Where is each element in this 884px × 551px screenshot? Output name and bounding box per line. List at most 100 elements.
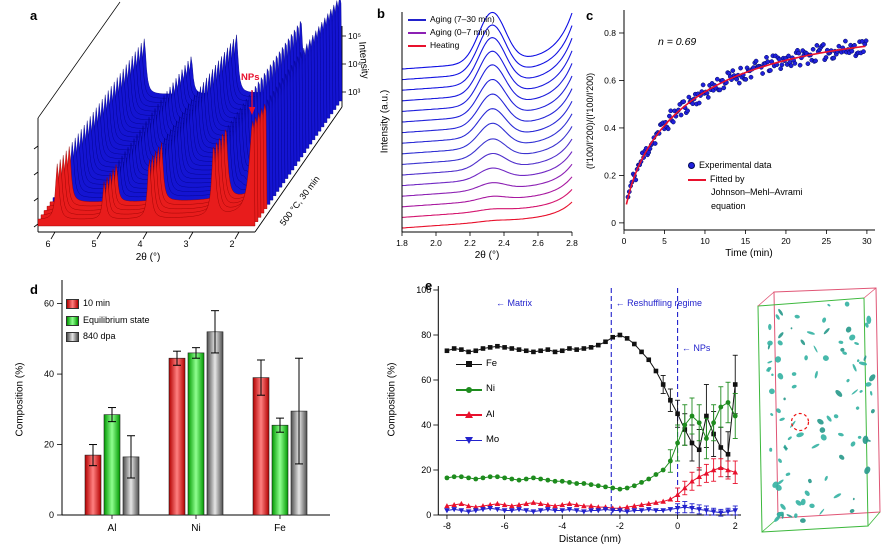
panel-b-legend: Aging (7–30 min) Aging (0–7 min) Heating: [408, 14, 495, 53]
svg-text:← Reshuffling regime: ← Reshuffling regime: [616, 298, 702, 308]
al-marker: [456, 410, 482, 419]
svg-text:0.2: 0.2: [604, 170, 616, 180]
svg-text:20: 20: [44, 440, 54, 450]
svg-text:0.6: 0.6: [604, 75, 616, 85]
legend-item: 840 dpa: [66, 331, 150, 343]
mo-marker: [456, 436, 482, 445]
nps-annotation: NPs: [241, 72, 260, 83]
panel-d-y-axis-label: Composition (%): [14, 362, 26, 437]
panel-b-label: b: [377, 6, 385, 21]
legend-label: 840 dpa: [83, 331, 116, 342]
svg-text:2: 2: [229, 239, 234, 249]
legend-item: Mo: [456, 434, 499, 446]
ni-marker: [456, 385, 482, 394]
legend-label: Ni: [486, 383, 495, 395]
legend-item: Aging (7–30 min): [408, 14, 495, 25]
svg-text:2: 2: [733, 521, 738, 531]
svg-text:0: 0: [426, 510, 431, 520]
legend-label: equation: [711, 201, 746, 212]
ten-min-swatch: [66, 298, 79, 309]
legend-item: Aging (0–7 min): [408, 27, 495, 38]
svg-text:20: 20: [781, 236, 791, 246]
series-fe: [444, 332, 738, 478]
svg-text:0.4: 0.4: [604, 123, 616, 133]
panel-d-label: d: [30, 282, 38, 297]
panel-c-x-axis-label: Time (min): [725, 248, 773, 259]
panel-e-label: e: [425, 278, 433, 293]
panel-a: 10³ 10⁴ 10⁵ 6 5 4 3 2 a 2θ (°) 500 °C, 30 min I…: [0, 0, 370, 270]
svg-text:1.8: 1.8: [396, 238, 408, 248]
svg-text:60: 60: [44, 299, 54, 309]
avrami-exponent-annotation: n = 0.69: [658, 36, 697, 48]
svg-text:2.8: 2.8: [566, 238, 578, 248]
svg-text:2.4: 2.4: [498, 238, 510, 248]
highlighted-np-circle: [790, 412, 810, 432]
svg-text:25: 25: [822, 236, 832, 246]
svg-text:3: 3: [183, 239, 188, 249]
svg-text:← Matrix: ← Matrix: [496, 298, 533, 308]
fe-marker: [456, 360, 482, 369]
legend-label: Aging (0–7 min): [430, 27, 491, 38]
legend-item: Heating: [408, 40, 495, 51]
experimental-point-marker: [688, 162, 695, 170]
svg-text:40: 40: [421, 420, 431, 430]
panel-a-label: a: [30, 8, 38, 23]
legend-item: Fe: [456, 358, 499, 370]
panel-e-y-axis-label: Composition (%): [386, 362, 398, 437]
svg-text:6: 6: [45, 239, 50, 249]
fit-line-swatch: [688, 178, 706, 181]
legend-item: Experimental data: [688, 160, 802, 172]
svg-text:10³: 10³: [348, 87, 360, 97]
panel-e-reconstruction: [748, 282, 884, 540]
panel-c-legend: Experimental data Fitted by Johnson–Mehl…: [688, 160, 802, 215]
svg-text:0: 0: [622, 236, 627, 246]
svg-text:10⁴: 10⁴: [348, 59, 361, 69]
svg-text:-2: -2: [616, 521, 624, 531]
bar: [168, 357, 186, 516]
bar: [187, 352, 205, 516]
legend-item: Ni: [456, 383, 499, 395]
legend-label: Al: [486, 408, 495, 420]
legend-label: Fitted by: [710, 173, 745, 184]
spectra-curves: [402, 11, 573, 229]
legend-item: Equilibrium state: [66, 315, 150, 327]
legend-label: Fe: [486, 358, 498, 369]
svg-text:0: 0: [611, 218, 616, 228]
legend-item: Johnson–Mehl–Avrami: [688, 187, 802, 199]
series-al: [444, 458, 739, 511]
aging-early-line-swatch: [408, 31, 426, 34]
aging-late-line-swatch: [408, 18, 426, 21]
svg-text:30: 30: [862, 236, 872, 246]
legend-label: Experimental data: [699, 160, 772, 170]
svg-text:Fe: Fe: [274, 523, 286, 534]
legend-label: Mo: [486, 434, 500, 446]
panel-a-x-axis-label: 2θ (°): [135, 252, 161, 263]
svg-text:60: 60: [421, 375, 431, 385]
bar: [103, 414, 121, 516]
legend-label: Johnson–Mehl–Avrami: [711, 187, 803, 198]
svg-text:2.6: 2.6: [532, 238, 544, 248]
panel-c-plot: 0 5 10 15 20 25 30 0 0.2 0.4 0.6 0.8: [604, 10, 875, 246]
legend-label: Equilibrium state: [83, 314, 150, 325]
panel-a-plot: 10³ 10⁴ 10⁵ 6 5 4 3 2: [33, 0, 361, 249]
svg-text:2.0: 2.0: [430, 238, 442, 248]
svg-text:Al: Al: [108, 523, 117, 534]
dpa-swatch: [66, 332, 79, 343]
svg-text:40: 40: [44, 369, 54, 379]
legend-item: Al: [456, 409, 499, 421]
panel-d: 0 20 40 60 Al Ni Fe d Composition (%) 10 min E…: [0, 270, 370, 551]
svg-text:5: 5: [662, 236, 667, 246]
svg-text:0.8: 0.8: [604, 28, 616, 38]
heating-line-swatch: [408, 44, 426, 47]
nanoparticle-blobs: [766, 301, 876, 523]
svg-text:20: 20: [421, 465, 431, 475]
legend-item: equation: [688, 201, 802, 213]
legend-item: 10 min: [66, 298, 150, 310]
svg-text:5: 5: [91, 239, 96, 249]
svg-text:Ni: Ni: [191, 523, 200, 534]
svg-text:10: 10: [700, 236, 710, 246]
svg-text:10⁵: 10⁵: [348, 31, 361, 41]
svg-text:-8: -8: [443, 521, 451, 531]
svg-text:0: 0: [49, 510, 54, 520]
